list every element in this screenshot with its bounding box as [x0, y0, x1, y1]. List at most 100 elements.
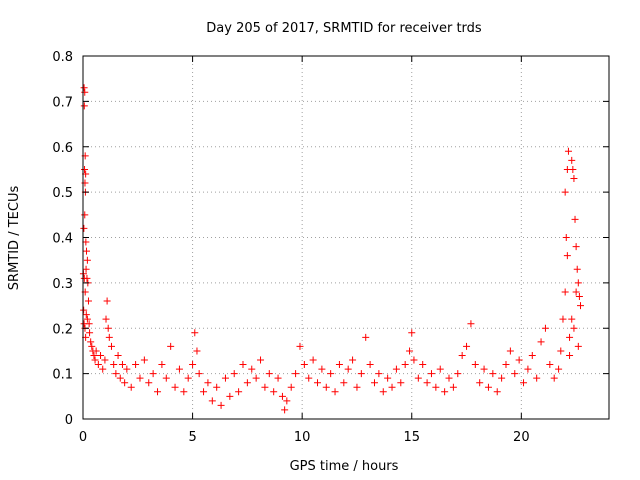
- data-point: [87, 338, 95, 346]
- data-point: [562, 234, 570, 241]
- data-point: [81, 165, 89, 173]
- x-tick-label: 15: [403, 430, 420, 445]
- axis-ticks: 0 0.1 0.2 0.3 0.4 0.5 0.6 0.7 0.8 0 5 10 15 20: [52, 50, 609, 445]
- data-point: [90, 351, 98, 359]
- data-point: [458, 351, 466, 359]
- data-point: [81, 88, 89, 96]
- y-tick-label: 0.4: [52, 232, 73, 247]
- y-tick-label: 0.1: [52, 368, 73, 383]
- data-point: [392, 365, 400, 373]
- data-point: [175, 365, 183, 373]
- data-point: [561, 188, 569, 196]
- data-point: [318, 365, 326, 373]
- data-point: [83, 274, 91, 282]
- data-point: [104, 324, 112, 332]
- data-point: [217, 401, 225, 409]
- data-point: [480, 365, 488, 373]
- data-point: [406, 347, 414, 355]
- data-point: [296, 342, 304, 350]
- data-point: [572, 243, 580, 251]
- data-point: [375, 370, 383, 378]
- data-point: [180, 388, 188, 396]
- data-point: [243, 379, 251, 387]
- data-point: [520, 379, 528, 387]
- data-point: [200, 388, 208, 396]
- x-tick-label: 0: [79, 430, 87, 445]
- data-point: [537, 338, 545, 346]
- data-point: [162, 374, 170, 382]
- data-point: [570, 175, 578, 183]
- data-point: [362, 333, 370, 341]
- data-point: [471, 361, 479, 369]
- data-point: [335, 361, 343, 369]
- data-point: [145, 379, 153, 387]
- data-point: [449, 383, 457, 391]
- data-point: [379, 388, 387, 396]
- data-point: [103, 297, 111, 305]
- data-point: [577, 302, 585, 310]
- data-point: [401, 361, 409, 369]
- data-point: [235, 388, 243, 396]
- data-point: [248, 365, 256, 373]
- data-point: [127, 383, 135, 391]
- data-point: [506, 347, 514, 355]
- data-point: [445, 374, 453, 382]
- data-point: [189, 361, 197, 369]
- data-point: [454, 370, 462, 378]
- data-point: [349, 356, 357, 364]
- data-point: [167, 342, 175, 350]
- data-point: [561, 288, 569, 296]
- data-point: [261, 383, 269, 391]
- data-point: [102, 315, 110, 323]
- y-tick-label: 0.2: [52, 322, 73, 337]
- data-point: [331, 388, 339, 396]
- data-point: [265, 370, 273, 378]
- data-point: [92, 347, 100, 355]
- data-point: [498, 374, 506, 382]
- data-point: [432, 383, 440, 391]
- data-point: [559, 315, 567, 323]
- data-point: [149, 370, 157, 378]
- data-point: [154, 388, 162, 396]
- data-point: [476, 379, 484, 387]
- data-point: [564, 147, 572, 155]
- data-point: [502, 361, 510, 369]
- data-point: [541, 324, 549, 332]
- data-point: [184, 374, 192, 382]
- data-point: [83, 247, 91, 255]
- data-point: [566, 351, 574, 359]
- data-point: [515, 356, 523, 364]
- y-tick-label: 0.6: [52, 141, 73, 156]
- data-point: [84, 297, 92, 305]
- data-point: [91, 356, 99, 364]
- data-point: [83, 256, 91, 264]
- data-point: [114, 351, 122, 359]
- data-point: [555, 365, 563, 373]
- data-point: [287, 383, 295, 391]
- data-point: [132, 361, 140, 369]
- data-point: [136, 374, 144, 382]
- data-point: [99, 365, 107, 373]
- data-points: [79, 84, 585, 414]
- data-point: [384, 374, 392, 382]
- data-point: [107, 342, 115, 350]
- data-point: [116, 374, 124, 382]
- x-tick-label: 10: [294, 430, 311, 445]
- data-point: [239, 361, 247, 369]
- data-point: [257, 356, 265, 364]
- data-point: [118, 361, 126, 369]
- data-point: [568, 156, 576, 164]
- data-point: [533, 374, 541, 382]
- data-point: [309, 356, 317, 364]
- data-point: [575, 292, 583, 300]
- data-point: [467, 320, 475, 328]
- data-point: [283, 397, 291, 405]
- data-point: [568, 315, 576, 323]
- data-point: [230, 370, 238, 378]
- data-point: [314, 379, 322, 387]
- data-point: [121, 379, 129, 387]
- data-point: [397, 379, 405, 387]
- data-point: [158, 361, 166, 369]
- data-point: [80, 224, 88, 232]
